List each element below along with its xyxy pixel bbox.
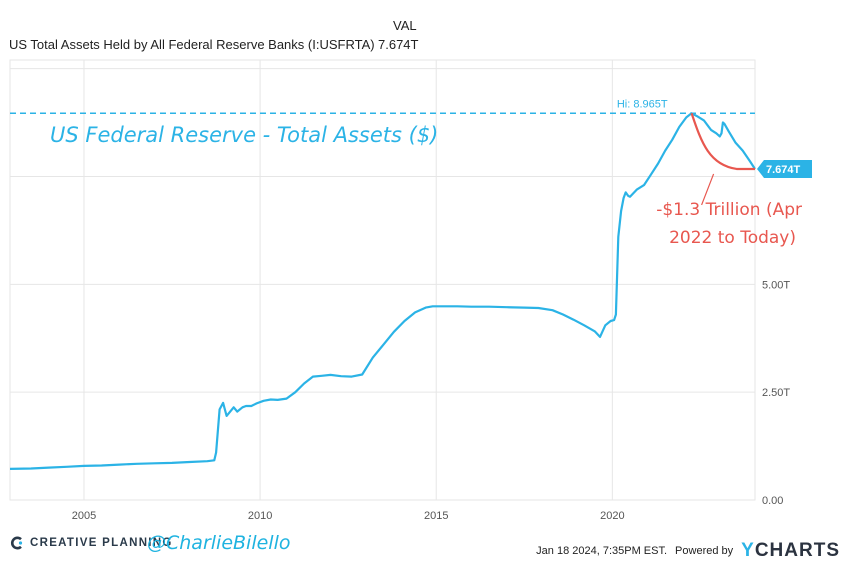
brand-name: CREATIVE PLANNING [30,537,173,549]
footer-right: Jan 18 2024, 7:35PM EST. Powered by YCHA… [536,540,840,562]
y-tick-label: 2.50T [762,387,790,399]
timestamp: Jan 18 2024, 7:35PM EST. [536,545,668,557]
legend-series-value: 7.674T [378,37,419,52]
x-axis-ticks: 2005 2010 2015 2020 [72,510,625,522]
high-label: Hi: 8.965T [617,98,668,110]
chart-title: US Federal Reserve - Total Assets ($) [50,123,438,147]
creative-planning-brand: CREATIVE PLANNING [10,536,173,550]
annotation-pointer [701,173,715,206]
last-value-badge-shape [757,159,812,178]
legend-column-header: VAL [393,18,417,33]
author-handle: @CharlieBilello [147,532,291,554]
legend-series-name: US Total Assets Held by All Federal Rese… [9,37,375,52]
y-axis-ticks: 0.00 2.50T 5.00T [762,279,790,507]
decline-annotation-curve [690,112,755,171]
ycharts-logo: YCHARTS [741,540,840,562]
x-tick-label: 2010 [248,510,272,522]
annotation-line-2: 2022 to Today) [669,228,796,248]
series-line-total-assets [9,112,756,470]
y-tick-label: 5.00T [762,279,790,291]
ycharts-logo-rest: CHARTS [754,540,840,561]
x-tick-label: 2005 [72,510,96,522]
grid-lines [10,60,755,501]
y-tick-label: 0.00 [762,495,783,507]
powered-by-label: Powered by [675,545,734,557]
x-tick-label: 2020 [600,510,624,522]
last-value-badge: 7.674T [757,159,812,178]
creative-planning-logo-icon [11,536,23,550]
ycharts-logo-y: Y [741,540,755,561]
last-value-label: 7.674T [766,164,801,176]
x-tick-label: 2015 [424,510,448,522]
annotation-line-1: -$1.3 Trillion (Apr [656,200,802,220]
